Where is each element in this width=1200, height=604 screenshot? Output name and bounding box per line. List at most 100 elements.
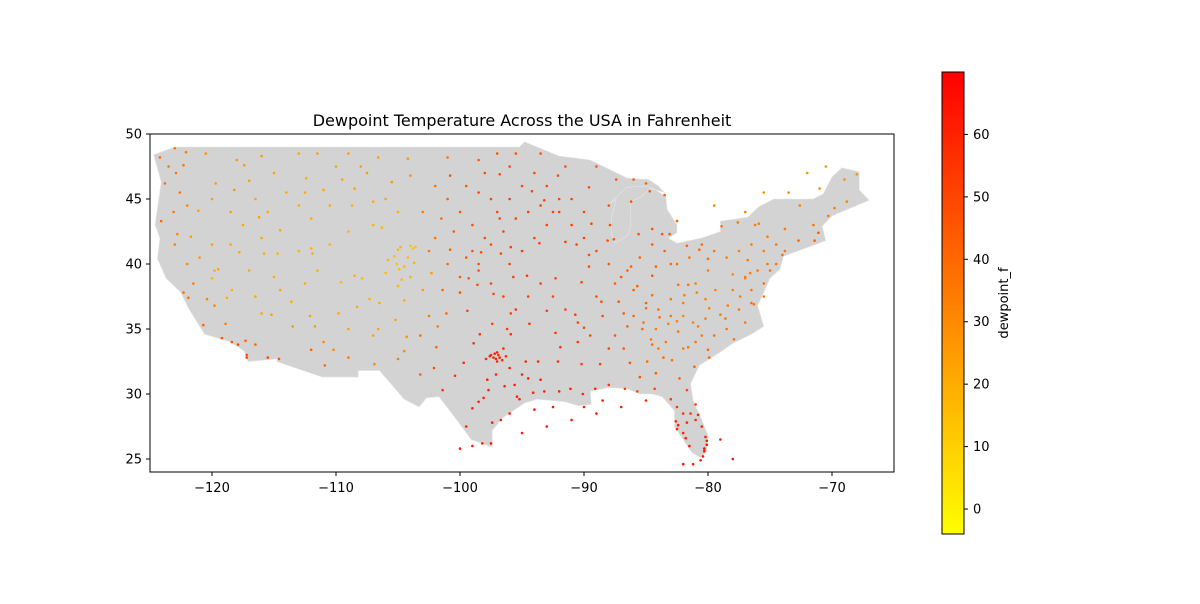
station-point <box>703 449 706 453</box>
station-point <box>650 293 654 297</box>
station-point <box>182 163 185 167</box>
station-point <box>384 197 387 201</box>
station-point <box>539 204 542 207</box>
station-point <box>471 249 474 253</box>
station-point <box>668 232 671 236</box>
station-point <box>210 277 214 280</box>
station-point <box>817 231 820 235</box>
station-point <box>587 265 591 268</box>
station-point <box>466 309 469 313</box>
station-point <box>753 223 757 227</box>
station-point <box>347 356 350 359</box>
station-point <box>575 243 578 246</box>
station-point <box>495 360 499 363</box>
station-point <box>446 262 449 266</box>
station-point <box>676 330 680 333</box>
station-point <box>427 249 431 253</box>
station-point <box>360 277 364 280</box>
station-point <box>607 204 611 207</box>
station-point <box>487 388 490 392</box>
station-point <box>409 275 412 279</box>
station-point <box>241 223 245 227</box>
station-point <box>158 156 162 159</box>
station-point <box>197 209 200 212</box>
station-point <box>681 314 685 318</box>
station-point <box>432 366 436 370</box>
station-point <box>204 152 208 155</box>
station-point <box>220 336 224 340</box>
colorbar-ticks: 0 10 20 30 40 50 60 <box>964 128 990 518</box>
station-point <box>569 387 572 391</box>
colorbar-gradient <box>941 71 965 535</box>
station-point <box>554 277 557 280</box>
station-point <box>198 256 201 259</box>
station-point <box>205 297 209 301</box>
station-point <box>743 321 747 324</box>
station-point <box>743 275 747 279</box>
station-point <box>402 299 406 302</box>
station-point <box>629 265 633 268</box>
station-point <box>691 321 695 324</box>
station-point <box>458 291 462 294</box>
station-point <box>545 425 549 428</box>
station-point <box>645 360 649 363</box>
station-point <box>707 306 711 310</box>
station-point <box>297 249 301 253</box>
station-point <box>533 236 536 240</box>
station-point <box>637 232 640 236</box>
station-point <box>638 375 642 379</box>
station-point <box>582 405 586 409</box>
station-point <box>700 334 704 337</box>
station-point <box>580 362 583 366</box>
station-point <box>587 253 591 257</box>
station-point <box>436 325 440 328</box>
station-point <box>396 357 400 361</box>
station-point <box>502 295 505 298</box>
station-point <box>441 288 444 292</box>
station-point <box>619 275 623 279</box>
station-point <box>704 435 707 439</box>
station-point <box>726 304 730 307</box>
station-point <box>412 261 416 265</box>
station-point <box>430 271 433 275</box>
station-point <box>781 253 784 257</box>
y-tick-label: 25 <box>125 453 142 468</box>
station-point <box>236 343 240 346</box>
station-point <box>446 156 449 159</box>
station-point <box>394 318 397 322</box>
station-point <box>467 277 471 280</box>
station-point <box>396 210 400 214</box>
station-point <box>689 412 692 415</box>
station-point <box>638 256 642 259</box>
x-tick-label: −110 <box>318 481 354 496</box>
station-point <box>513 383 516 387</box>
station-point <box>681 462 685 466</box>
station-point <box>277 357 281 361</box>
station-point <box>531 391 535 395</box>
station-point <box>598 362 602 366</box>
station-point <box>371 334 375 337</box>
station-point <box>316 152 319 155</box>
station-point <box>373 362 376 366</box>
station-point <box>557 390 561 393</box>
station-point <box>712 249 716 253</box>
station-point <box>247 179 251 183</box>
station-point <box>509 332 513 336</box>
station-point <box>664 340 668 344</box>
station-point <box>669 397 673 401</box>
station-point <box>515 395 519 398</box>
station-point <box>244 339 247 343</box>
station-point <box>365 171 369 175</box>
station-point <box>731 457 735 461</box>
station-point <box>173 147 177 150</box>
station-point <box>254 343 257 346</box>
station-point <box>703 447 706 450</box>
station-point <box>414 245 417 249</box>
station-point <box>768 269 772 272</box>
station-point <box>452 230 456 233</box>
station-point <box>607 262 611 266</box>
station-point <box>520 249 524 253</box>
station-point <box>556 360 560 363</box>
station-point <box>172 210 175 214</box>
station-point <box>471 223 474 227</box>
